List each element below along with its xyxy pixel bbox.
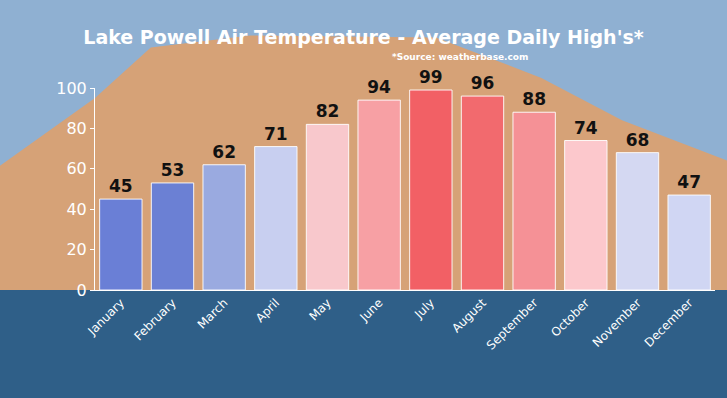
svg-text:71: 71: [264, 124, 288, 144]
svg-text:July: July: [411, 296, 437, 322]
svg-text:*Source: weatherbase.com: *Source: weatherbase.com: [392, 52, 528, 62]
svg-text:April: April: [253, 296, 282, 325]
svg-text:January: January: [84, 296, 127, 339]
svg-text:96: 96: [471, 73, 495, 93]
svg-text:99: 99: [419, 67, 443, 87]
svg-text:September: September: [484, 296, 541, 353]
svg-text:80: 80: [66, 119, 86, 138]
svg-text:Lake Powell Air Temperature -: Lake Powell Air Temperature - Average Da…: [83, 26, 643, 48]
svg-text:40: 40: [66, 200, 86, 219]
svg-text:74: 74: [574, 118, 598, 138]
svg-text:20: 20: [66, 240, 86, 259]
svg-text:94: 94: [367, 77, 391, 97]
svg-text:May: May: [306, 296, 333, 323]
svg-text:December: December: [642, 296, 696, 350]
svg-text:68: 68: [626, 130, 650, 150]
svg-text:62: 62: [212, 142, 236, 162]
svg-text:August: August: [449, 296, 489, 336]
svg-text:100: 100: [56, 79, 87, 98]
svg-text:March: March: [195, 296, 231, 332]
svg-text:November: November: [590, 296, 644, 350]
svg-text:October: October: [548, 296, 592, 340]
svg-text:February: February: [131, 296, 179, 344]
svg-text:88: 88: [522, 89, 546, 109]
svg-text:60: 60: [66, 159, 86, 178]
svg-text:45: 45: [109, 176, 133, 196]
svg-text:47: 47: [677, 172, 701, 192]
svg-text:June: June: [356, 296, 385, 325]
svg-text:82: 82: [316, 101, 340, 121]
svg-text:0: 0: [77, 281, 87, 300]
svg-text:53: 53: [161, 160, 185, 180]
